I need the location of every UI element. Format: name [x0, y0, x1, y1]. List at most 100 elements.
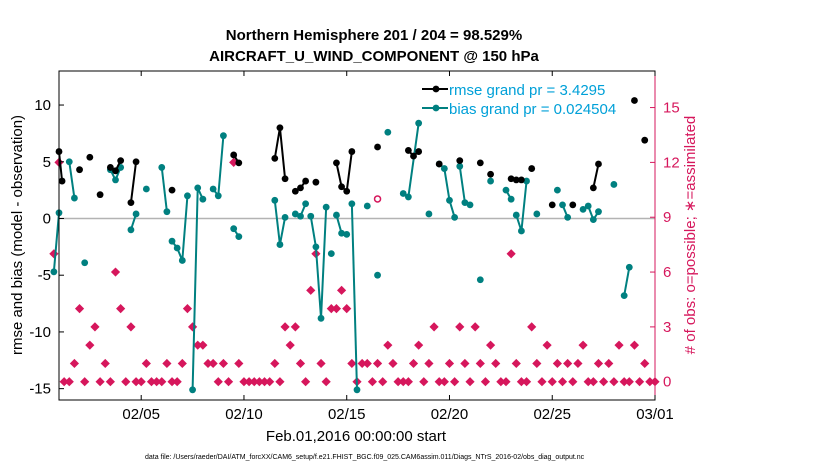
bias-point [81, 259, 89, 267]
rmse-point [230, 151, 238, 159]
rmse-point [512, 176, 520, 184]
obs-assimilated-point [342, 304, 352, 314]
bias-point [65, 158, 73, 166]
x-tick-label: 02/20 [431, 406, 469, 423]
legend-rmse-label: rmse grand pr = 3.4295 [449, 82, 605, 99]
rmse-point [548, 201, 556, 209]
footnote: data file: /Users/raeder/DAI/ATM_forcXX/… [145, 454, 585, 461]
bias-point [112, 176, 119, 184]
x-tick-label: 02/10 [225, 406, 263, 423]
bias-point [142, 185, 150, 193]
chart-title: Northern Hemisphere 201 / 204 = 98.529% [226, 27, 522, 44]
bias-point [235, 233, 243, 241]
y2-tick-label: 9 [663, 209, 671, 226]
rmse-point [58, 177, 66, 185]
rmse-point [235, 159, 243, 167]
bias-point [507, 195, 515, 203]
obs-assimilated-point [593, 358, 604, 369]
obs-assimilated-point [64, 377, 74, 387]
bias-point [158, 164, 166, 171]
rmse-point [595, 160, 602, 168]
y-tick-label: -5 [38, 267, 51, 284]
bias-point [343, 230, 351, 238]
obs-assimilated-point [455, 322, 465, 332]
obs-assimilated-point [383, 340, 393, 350]
y2-tick-label: 6 [663, 264, 671, 281]
legend-bias-label: bias grand pr = 0.024504 [449, 101, 616, 118]
obs-assimilated-point [105, 377, 115, 387]
y-tick-label: 0 [43, 210, 51, 227]
bias-point [425, 210, 433, 218]
bias-point [291, 210, 299, 218]
obs-assimilated-point [218, 358, 229, 369]
obs-assimilated-point [408, 358, 419, 369]
bias-line-segment [52, 212, 60, 272]
rmse-point [641, 136, 649, 144]
bias-line-segment [309, 207, 328, 319]
obs-assimilated-point [234, 358, 244, 369]
rmse-line-segment [129, 161, 138, 203]
rmse-point [404, 147, 412, 154]
rmse-point [528, 165, 536, 172]
rmse-point [518, 176, 525, 184]
bias-point [214, 192, 222, 200]
obs-assimilated-point [563, 358, 573, 369]
obs-assimilated-point [521, 377, 532, 387]
rmse-point [112, 167, 119, 175]
bias-point [533, 210, 541, 218]
obs-assimilated-point [275, 377, 285, 387]
bias-point [199, 195, 207, 203]
obs-possible-point [373, 195, 382, 203]
bias-point [302, 200, 310, 208]
bias-point [276, 241, 284, 248]
bias-point [584, 202, 592, 210]
legend-rmse-marker [432, 85, 440, 93]
y2-tick-label: 0 [663, 374, 671, 391]
y2-tick-label: 15 [663, 100, 680, 117]
chart-subtitle: AIRCRAFT_U_WIND_COMPONENT @ 150 hPa [209, 48, 539, 65]
bias-point [184, 192, 191, 200]
rmse-point [410, 152, 417, 160]
bias-point [363, 202, 371, 210]
bias-point [595, 208, 602, 216]
bias-line-segment [623, 267, 631, 296]
obs-assimilated-point [141, 358, 151, 369]
bias-point [348, 200, 356, 208]
legend: rmse grand pr = 3.4295 bias grand pr = 0… [422, 82, 616, 118]
obs-assimilated-point [280, 322, 290, 332]
bias-point [620, 292, 628, 300]
rmse-point [117, 157, 125, 165]
obs-assimilated-point [470, 322, 480, 332]
bias-point [446, 196, 453, 204]
rmse-point [291, 187, 299, 195]
obs-assimilated-point [573, 358, 583, 369]
obs-assimilated-point [568, 377, 578, 387]
obs-assimilated-point [265, 377, 275, 387]
obs-assimilated-point [69, 358, 80, 369]
obs-assimilated-point [480, 377, 491, 387]
obs-assimilated-point [136, 377, 146, 387]
obs-assimilated-point [306, 285, 316, 295]
bias-point [178, 257, 186, 264]
rmse-point [507, 175, 515, 183]
x-axis-label: Feb.01,2016 00:00:00 start [266, 428, 447, 445]
y-tick-label: -10 [29, 324, 51, 341]
rmse-point [312, 178, 320, 186]
rmse-point [476, 159, 484, 167]
obs-assimilated-point [424, 358, 434, 369]
obs-assimilated-point [460, 358, 470, 369]
bias-series [50, 119, 633, 394]
obs-assimilated-point [501, 377, 511, 387]
rmse-point [338, 183, 345, 191]
obs-assimilated-point [362, 358, 372, 369]
bias-point [451, 213, 459, 221]
x-axis: 02/05 02/10 02/15 02/20 02/25 03/01 [122, 71, 674, 423]
obs-assimilated-point [162, 358, 172, 369]
bias-point [307, 212, 315, 220]
obs-assimilated-point [604, 358, 614, 369]
bias-line-segment [438, 163, 456, 218]
bias-point [132, 210, 140, 218]
rmse-line-segment [592, 163, 600, 189]
rmse-point [297, 184, 304, 192]
